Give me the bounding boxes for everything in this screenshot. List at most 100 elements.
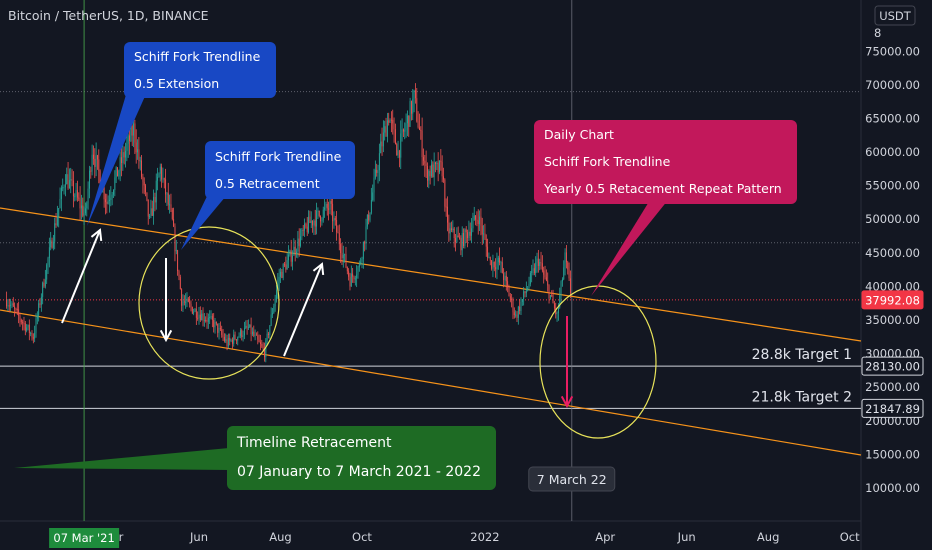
up-arrow-shaft[interactable] bbox=[283, 263, 323, 357]
y-tick-label: 70000.00 bbox=[865, 78, 920, 92]
candle-body bbox=[260, 342, 261, 345]
date-marker-badge[interactable] bbox=[49, 528, 120, 548]
candle-body bbox=[20, 319, 22, 323]
candle-body bbox=[284, 264, 285, 266]
candle-body bbox=[364, 241, 366, 244]
candle-body bbox=[174, 226, 176, 252]
candle-body bbox=[439, 160, 440, 173]
candle-body bbox=[233, 334, 235, 344]
candle-body bbox=[435, 162, 436, 164]
candle-body bbox=[328, 208, 330, 210]
candle-body bbox=[121, 157, 122, 164]
candle-body bbox=[24, 323, 26, 331]
upper-fork-trendline[interactable] bbox=[0, 207, 862, 342]
candle-body bbox=[456, 235, 458, 242]
candle-body bbox=[134, 123, 136, 143]
candle-body bbox=[424, 160, 426, 164]
candle-body bbox=[400, 133, 402, 158]
callout-timeline-box[interactable] bbox=[227, 426, 496, 490]
candle-body bbox=[491, 260, 493, 269]
callout-daily-box[interactable] bbox=[534, 120, 797, 204]
candle-body bbox=[129, 135, 130, 141]
candle-body bbox=[71, 179, 73, 181]
lower-fork-trendline[interactable] bbox=[0, 309, 862, 456]
candle-body bbox=[262, 346, 264, 349]
candle-body bbox=[549, 295, 551, 299]
candle-body bbox=[531, 271, 533, 274]
candle-body bbox=[113, 190, 114, 195]
candle-body bbox=[63, 187, 65, 189]
candle-body bbox=[318, 210, 320, 216]
candle-body bbox=[289, 250, 291, 255]
callout-timeline-text: Timeline Retracement bbox=[236, 435, 392, 451]
candle-body bbox=[381, 141, 383, 147]
callout-retracement-text: 0.5 Retracement bbox=[215, 176, 320, 191]
candle-body bbox=[557, 307, 559, 313]
candle-body bbox=[353, 276, 355, 280]
candle-body bbox=[477, 220, 479, 225]
candle-body bbox=[54, 223, 56, 242]
candle-body bbox=[150, 208, 152, 216]
candle-body bbox=[320, 215, 322, 222]
candle-body bbox=[149, 215, 151, 217]
candle-body bbox=[90, 170, 92, 172]
candle-body bbox=[416, 98, 418, 122]
candle-body bbox=[298, 238, 300, 246]
candle-body bbox=[292, 255, 293, 262]
candle-body bbox=[187, 298, 189, 302]
up-arrow-shaft[interactable] bbox=[61, 229, 101, 324]
candle-body bbox=[122, 152, 124, 164]
candle-body bbox=[302, 229, 304, 231]
y-tick-label: 10000.00 bbox=[865, 481, 920, 495]
candle-body bbox=[18, 309, 20, 316]
candle-body bbox=[258, 339, 260, 343]
candle-body bbox=[507, 281, 509, 288]
candle-body bbox=[145, 185, 147, 193]
candle-body bbox=[366, 214, 368, 227]
candle-body bbox=[191, 307, 193, 314]
candle-body bbox=[517, 306, 519, 318]
candle-body bbox=[14, 306, 16, 309]
candle-body bbox=[368, 214, 370, 221]
candle-body bbox=[300, 236, 301, 246]
candle-body bbox=[274, 298, 276, 307]
candle-body bbox=[51, 240, 53, 248]
candle-body bbox=[167, 193, 169, 205]
currency-badge[interactable] bbox=[874, 5, 916, 26]
date-marker-badge[interactable] bbox=[528, 466, 616, 492]
candle-body bbox=[162, 178, 164, 180]
candle-body bbox=[12, 303, 14, 307]
candle-body bbox=[376, 169, 378, 173]
candle-body bbox=[93, 154, 94, 159]
callout-timeline-pointer bbox=[14, 448, 229, 470]
callout-daily-text: Yearly 0.5 Retacement Repeat Pattern bbox=[543, 181, 782, 196]
candle-body bbox=[362, 241, 364, 260]
candle-body bbox=[431, 164, 432, 177]
candle-body bbox=[552, 295, 554, 304]
candle-body bbox=[428, 170, 430, 181]
callout-timeline-text: 07 January to 7 March 2021 - 2022 bbox=[237, 464, 481, 480]
candle-body bbox=[177, 250, 179, 272]
candle-body bbox=[235, 339, 237, 341]
candle-body bbox=[296, 251, 297, 254]
callout-retracement-box[interactable] bbox=[205, 141, 355, 199]
candle-body bbox=[553, 303, 555, 308]
callout-extension-box[interactable] bbox=[124, 42, 276, 98]
up-arrow-head bbox=[90, 228, 103, 242]
candle-body bbox=[565, 252, 567, 263]
pattern-ellipse[interactable] bbox=[138, 226, 280, 380]
candle-body bbox=[254, 334, 256, 336]
candle-body bbox=[448, 222, 450, 234]
candle-body bbox=[344, 254, 346, 256]
y-tick-label: 60000.00 bbox=[865, 145, 920, 159]
candle-body bbox=[197, 317, 199, 319]
candle-body bbox=[239, 330, 241, 336]
candle-body bbox=[414, 90, 416, 99]
y-tick-label: 75000.00 bbox=[865, 44, 920, 58]
candle-body bbox=[511, 298, 513, 300]
target-level-label: 21.8k Target 2 bbox=[752, 389, 852, 405]
candle-body bbox=[568, 269, 570, 279]
candle-body bbox=[527, 287, 529, 291]
candle-body bbox=[82, 205, 84, 216]
